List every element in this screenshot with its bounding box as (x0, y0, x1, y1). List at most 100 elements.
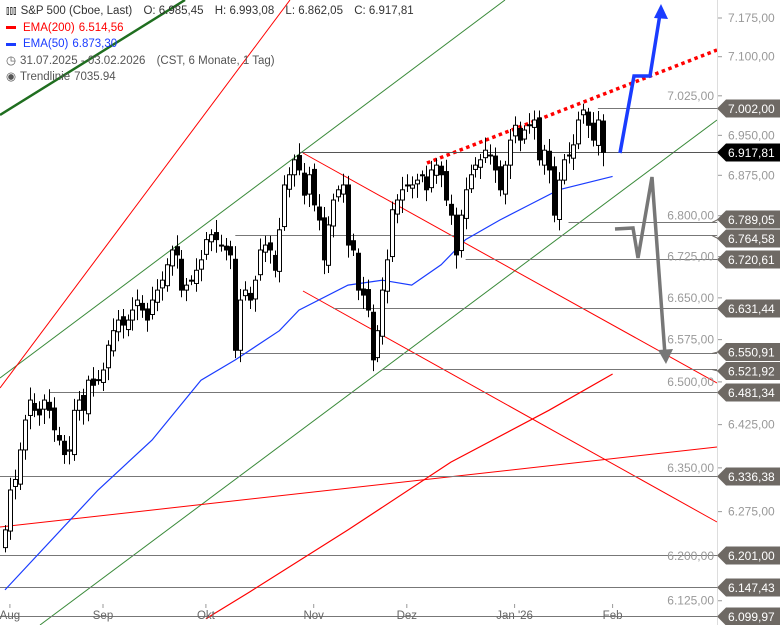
candle-body (106, 344, 111, 369)
candle-body (37, 408, 42, 416)
down-trend-upper-line (302, 152, 718, 384)
legend-symbol-row: ⫾⫾⫾ S&P 500 (Cboe, Last) O: 6.985,45 H: … (6, 3, 414, 20)
candle-body (366, 289, 371, 311)
y-tick-label: 6.575,00 (667, 333, 714, 347)
candle-body (424, 176, 429, 191)
candle-body (13, 478, 18, 487)
candle-body (287, 174, 292, 190)
candle-body (126, 319, 131, 331)
candle-body (214, 232, 219, 241)
legend-ema200-row[interactable]: EMA(200) 6.514,56 (6, 20, 414, 37)
candle-body (356, 252, 361, 291)
candle-body (410, 184, 415, 189)
x-tick-label: Sep (93, 610, 113, 622)
price-level-badge (717, 362, 780, 380)
candle-body (571, 144, 576, 159)
high-value: H: 6.993,08 (214, 5, 275, 17)
candle-body (522, 129, 527, 140)
candle-body (557, 179, 562, 220)
steep-red-trend-line (0, 0, 291, 389)
candle-body (483, 149, 488, 159)
symbol-name: S&P 500 (Cboe, Last) (20, 5, 133, 17)
price-level-label: 6.917,81 (728, 146, 775, 160)
price-level-connector (711, 219, 719, 223)
price-level-badge (717, 210, 780, 229)
candle-body (322, 217, 327, 261)
candle-body (454, 214, 459, 256)
candle-body (444, 171, 449, 201)
candle-body (331, 199, 336, 227)
candle-body (253, 279, 258, 300)
price-level-label: 6.099,97 (728, 610, 775, 624)
candle-body (111, 330, 116, 352)
price-level-label: 6.764,58 (728, 232, 775, 246)
y-tick-label: 6.500,00 (667, 375, 714, 389)
candle-body (233, 258, 238, 351)
candle-body (101, 369, 106, 383)
legend-ema50-row[interactable]: EMA(50) 6.873,30 (6, 36, 414, 53)
candle-body (478, 159, 483, 168)
candle-body (277, 229, 282, 272)
candle-body (282, 184, 287, 228)
price-level-label: 6.521,92 (728, 365, 775, 379)
candle-body (155, 289, 160, 303)
scenario-arrows (614, 4, 673, 364)
candle-body (32, 402, 37, 411)
price-level-label: 6.147,43 (728, 581, 775, 595)
x-tick-label: Dez (397, 610, 418, 622)
candle-body (150, 299, 155, 316)
candle-body (361, 288, 366, 296)
y-tick-label: 6.950,00 (728, 128, 775, 142)
candle-body (302, 172, 307, 196)
candle-body (135, 299, 140, 307)
x-tick-label: Feb (603, 610, 623, 622)
candle-body (601, 120, 606, 153)
channel-lower-line (39, 119, 718, 625)
candle-body (219, 244, 224, 247)
candle-body (268, 242, 273, 251)
x-tick-label: Nov (303, 610, 324, 622)
candle-body (395, 199, 400, 215)
clock-icon: ◷ (6, 54, 17, 67)
candle-body (3, 529, 8, 549)
candle-body (488, 154, 493, 157)
price-level-badge (717, 578, 780, 597)
candle-body (429, 169, 434, 189)
candle-body (96, 379, 101, 382)
legend-trendline-row: ◉ Trendlinie 7035.94 (6, 69, 414, 86)
x-tick-label: Jan '26 (496, 610, 533, 622)
candle-body (346, 184, 351, 246)
candle-body (542, 149, 547, 166)
y-tick-label: 6.650,00 (667, 291, 714, 305)
price-level-badge (717, 546, 780, 565)
candle-body (130, 309, 135, 321)
candle-body (160, 279, 165, 289)
price-level-badge (717, 383, 780, 402)
candle-body (503, 164, 508, 195)
candle-body (121, 316, 126, 326)
candle-body (336, 189, 341, 198)
candle-body (8, 489, 13, 532)
channel-upper-line (0, 0, 506, 379)
target-icon: ◉ (6, 71, 17, 83)
candle-body (209, 234, 214, 243)
ema200-line (205, 373, 613, 620)
candle-body (449, 203, 454, 216)
candle-body (326, 224, 331, 266)
price-level-badge (717, 343, 780, 361)
down-trend-lower-line (302, 290, 718, 523)
ema200-label: EMA(200) (23, 21, 75, 34)
candle-body (351, 240, 356, 251)
candle-body (204, 239, 209, 255)
y-tick-label: 6.125,00 (667, 594, 714, 608)
candle-body (508, 139, 513, 166)
candle-body (591, 122, 596, 141)
candle-body (292, 159, 297, 176)
candle-body (464, 189, 469, 219)
candle-body (434, 164, 439, 176)
close-value: C: 6.917,81 (354, 5, 414, 17)
price-level-badge (717, 99, 780, 118)
candle-body (532, 119, 537, 128)
price-level-badge (717, 607, 780, 625)
